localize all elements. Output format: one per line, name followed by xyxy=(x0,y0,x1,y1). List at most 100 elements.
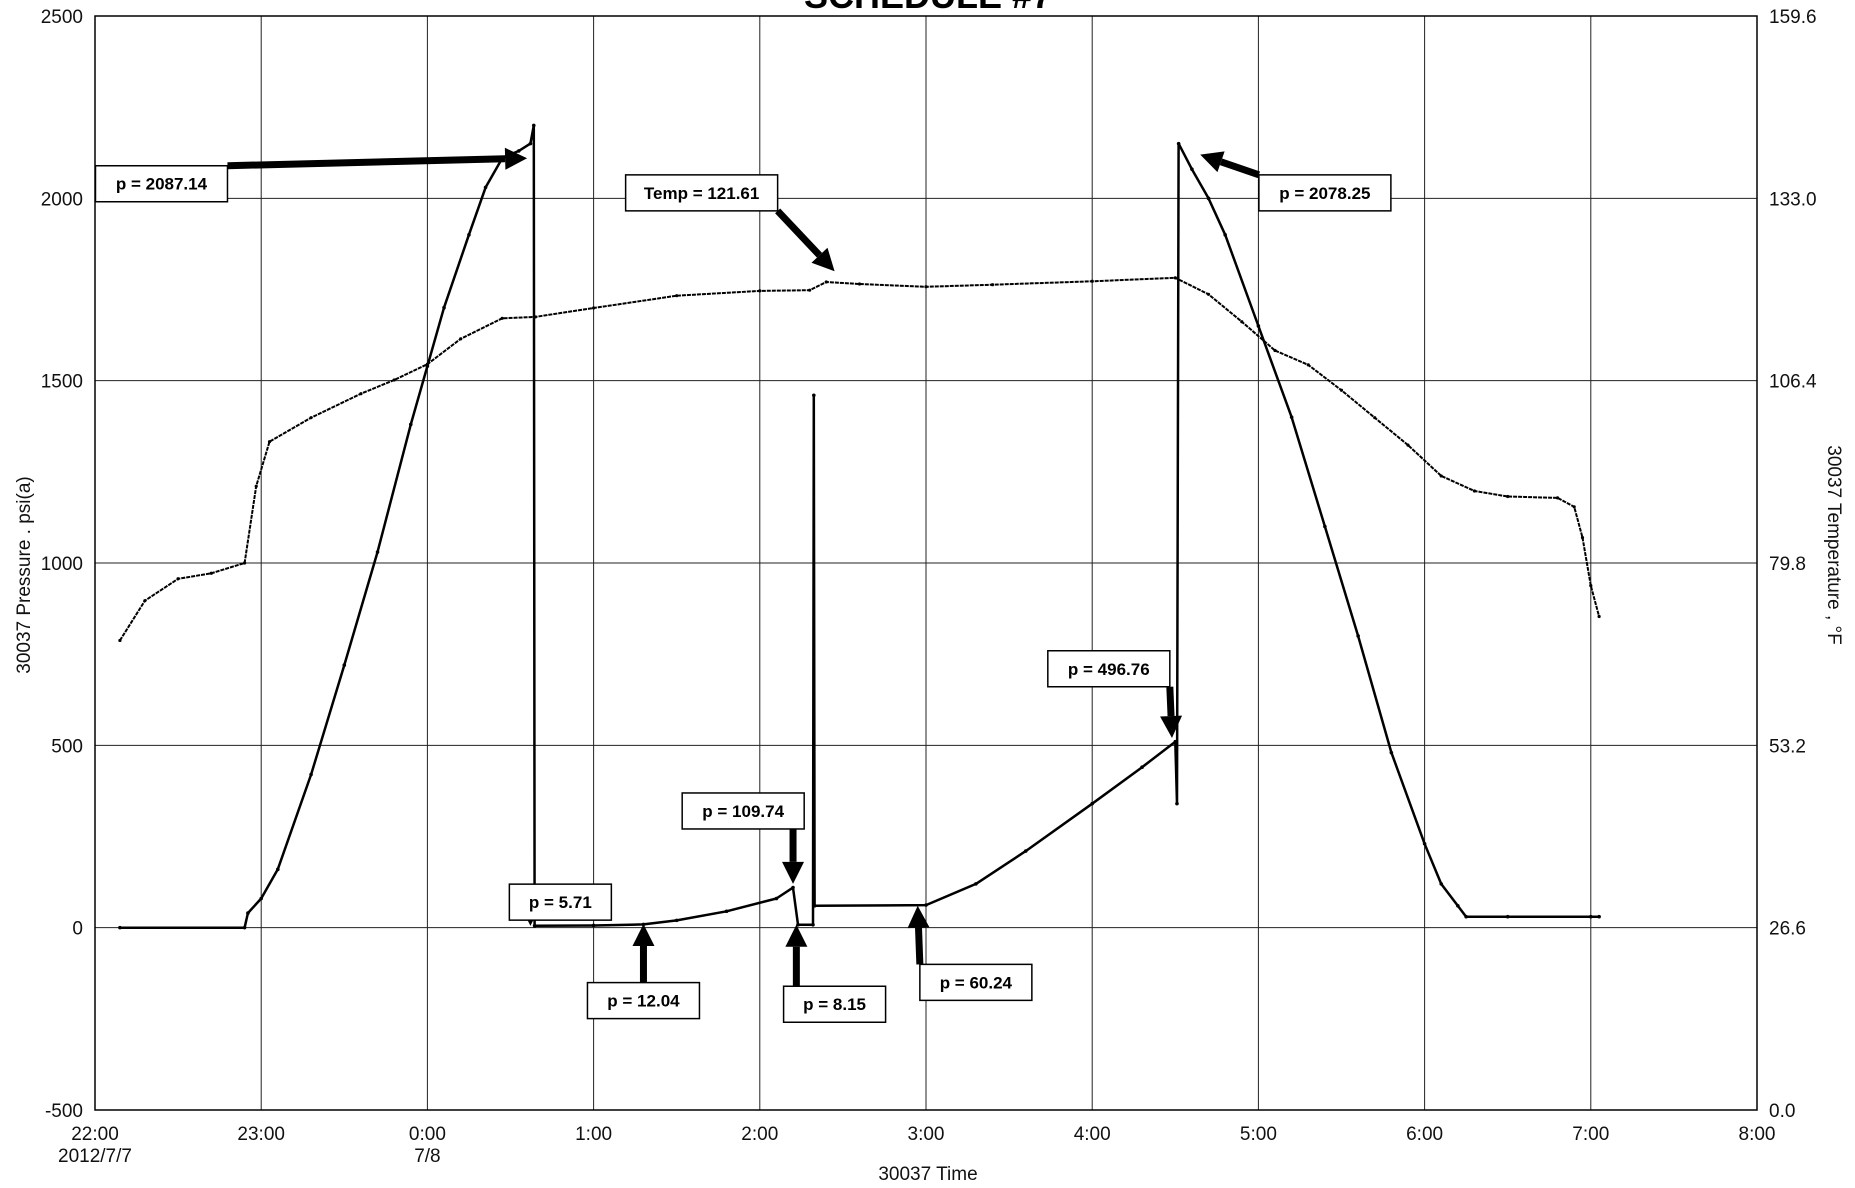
annotation-label: p = 60.24 xyxy=(940,973,1013,992)
temperature-point xyxy=(1555,496,1560,500)
left-axis-ticks: -500 0 500 1000 1500 2000 2500 xyxy=(41,7,83,1122)
pressure-point xyxy=(517,149,521,153)
temperature-point xyxy=(118,638,122,643)
temperature-point xyxy=(242,561,247,565)
y-axis-title: 30037 Pressure . psi(a) xyxy=(14,476,35,674)
temperature-point xyxy=(143,599,147,603)
annotation-label: p = 109.74 xyxy=(702,802,784,821)
pressure-point xyxy=(1190,167,1194,171)
annotation-label: p = 12.04 xyxy=(607,992,680,1011)
pressure-point xyxy=(483,185,488,190)
temperature-point xyxy=(309,416,313,420)
y2-tick-label: 106.4 xyxy=(1769,372,1817,393)
y-tick-label: 0 xyxy=(72,919,83,940)
right-axis-ticks: 0.0 26.6 53.2 79.8 106.4 133.0 159.6 xyxy=(1769,7,1817,1122)
annotation-arrow-shaft xyxy=(227,155,506,170)
pressure-point xyxy=(1175,801,1179,806)
x-tick-label: 5:00 xyxy=(1240,1124,1277,1145)
temperature-point xyxy=(1373,416,1377,420)
annotation-arrow-head xyxy=(1200,151,1225,173)
pressure-point xyxy=(1173,739,1178,744)
annotation-arrow-head xyxy=(1160,715,1183,739)
temperature-point xyxy=(1206,292,1211,296)
pressure-point xyxy=(259,896,264,901)
y2-axis-title: 30037 Temperature , °F xyxy=(1823,445,1844,644)
temperature-point xyxy=(1173,276,1177,280)
y2-tick-label: 79.8 xyxy=(1769,554,1806,575)
y2-tick-label: 159.6 xyxy=(1769,7,1817,28)
y-tick-label: 2500 xyxy=(41,7,83,28)
temperature-point xyxy=(1589,584,1593,588)
annotation-arrow-shaft xyxy=(915,927,924,965)
temperature-point xyxy=(824,280,828,284)
temperature-point xyxy=(857,282,862,286)
pressure-point xyxy=(1256,324,1261,328)
temperature-point xyxy=(209,571,213,575)
pressure-point xyxy=(812,393,816,398)
temperature-point xyxy=(267,440,272,444)
plot-frame xyxy=(94,15,1758,1111)
pressure-point xyxy=(1223,233,1227,237)
pressure-point xyxy=(724,909,729,914)
series-layer xyxy=(118,123,1601,930)
annotation-arrow-head xyxy=(785,924,808,947)
pressure-point xyxy=(375,550,380,554)
pressure-point xyxy=(532,924,537,928)
annotation-layer: p = 2087.14 Temp = 121.61 p = 2078.25 p = 4… xyxy=(94,147,1392,1023)
temperature-point xyxy=(392,378,396,382)
temperature-point xyxy=(1506,494,1510,499)
annotation-box xyxy=(681,792,805,830)
pressure-point xyxy=(118,925,122,930)
annotation-box xyxy=(919,963,1033,1002)
x-tick-label: 22:00 xyxy=(71,1124,119,1145)
annotation-arrow-head xyxy=(782,861,805,884)
pressure-point xyxy=(1289,415,1294,419)
annotation-label: p = 5.71 xyxy=(529,893,592,912)
annotation-box xyxy=(586,981,701,1020)
annotation-box xyxy=(1258,174,1392,212)
pressure-point xyxy=(796,922,800,927)
annotation-label: p = 496.76 xyxy=(1068,660,1150,679)
pressure-point xyxy=(924,903,928,907)
pressure-point xyxy=(1176,141,1181,146)
x-axis-title: 30037 Time xyxy=(878,1164,977,1185)
pressure-point xyxy=(531,123,536,128)
pressure-point xyxy=(1589,914,1593,919)
pressure-point xyxy=(1389,750,1394,755)
temperature-point xyxy=(592,306,596,310)
y2-tick-label: 0.0 xyxy=(1769,1101,1795,1122)
x-tick-label: 3:00 xyxy=(908,1124,945,1145)
pressure-point xyxy=(811,922,815,927)
temperature-series-line xyxy=(119,276,1601,642)
annotation-arrow-head xyxy=(907,905,930,929)
pressure-point xyxy=(276,867,280,872)
pressure-point xyxy=(1206,196,1211,201)
pressure-point xyxy=(1023,849,1028,853)
pressure-point xyxy=(1456,903,1460,908)
annotation-arrow-shaft xyxy=(775,208,823,258)
annotation-arrow-shaft xyxy=(1219,158,1261,179)
x-tick-label: 0:00 xyxy=(409,1124,446,1145)
pressure-point xyxy=(442,305,446,310)
x-tick-label: 1:00 xyxy=(575,1124,612,1145)
chart-title: SCHEDULE #7 xyxy=(804,0,1052,16)
temperature-point xyxy=(1572,505,1576,509)
pressure-point xyxy=(791,885,795,890)
annotation-label: p = 2078.25 xyxy=(1279,184,1370,203)
y-tick-label: 2000 xyxy=(41,189,83,210)
y2-tick-label: 26.6 xyxy=(1769,919,1806,940)
temperature-point xyxy=(1439,474,1443,478)
pressure-point xyxy=(342,663,347,667)
temperature-point xyxy=(359,392,363,396)
pressure-point xyxy=(1140,765,1144,770)
annotation-box xyxy=(782,985,887,1023)
pressure-point xyxy=(246,911,250,915)
y2-tick-label: 133.0 xyxy=(1769,189,1817,210)
temperature-point xyxy=(1580,536,1585,540)
pressure-point xyxy=(309,772,313,777)
annotation-label: Temp = 121.61 xyxy=(644,184,759,203)
x-tick-label: 6:00 xyxy=(1406,1124,1443,1145)
temperature-point xyxy=(924,285,928,289)
pressure-point xyxy=(467,233,471,237)
